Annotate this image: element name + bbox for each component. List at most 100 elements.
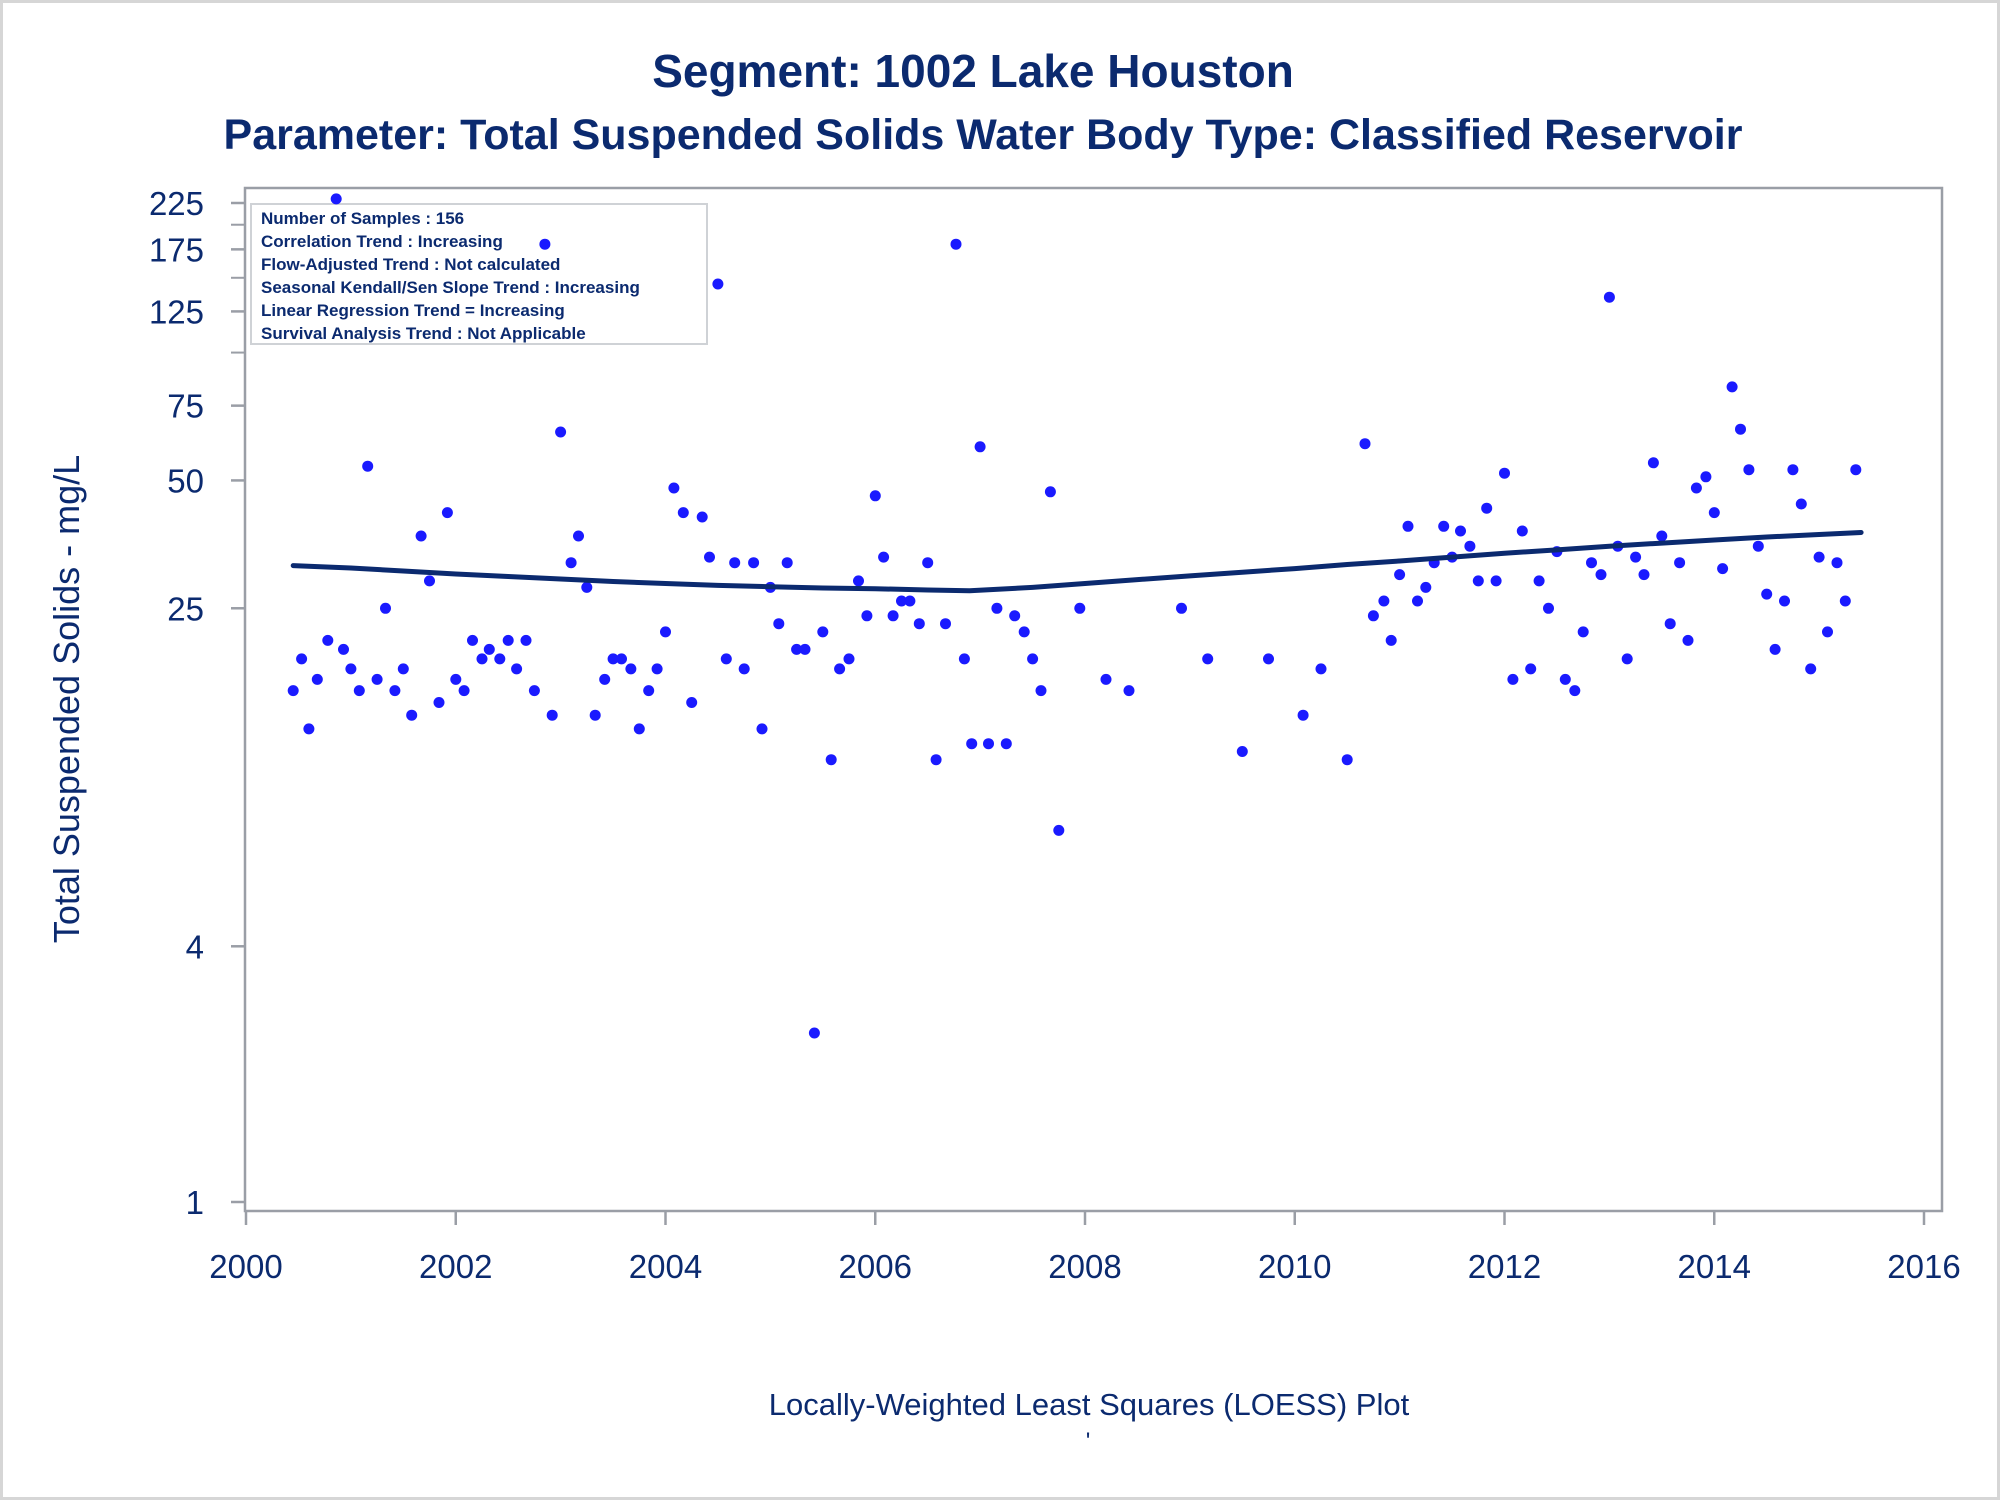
data-point bbox=[1385, 634, 1397, 646]
data-point bbox=[773, 618, 785, 630]
data-point bbox=[958, 653, 970, 665]
data-point bbox=[1743, 464, 1755, 476]
data-point bbox=[696, 511, 708, 523]
x-tick-label: 2008 bbox=[1048, 1248, 1121, 1285]
data-point bbox=[1202, 653, 1214, 665]
x-axis: 2000 2002 2004 2006 2008 2010 2012 2014 2016 bbox=[209, 1211, 1961, 1285]
data-point bbox=[1813, 551, 1825, 563]
data-point bbox=[1053, 824, 1065, 836]
chart-title: Segment: 1002 Lake Houston bbox=[652, 45, 1294, 97]
data-point bbox=[1507, 673, 1519, 685]
data-point bbox=[1481, 502, 1493, 514]
data-point bbox=[720, 653, 732, 665]
data-point bbox=[1603, 291, 1615, 303]
data-point bbox=[406, 709, 418, 721]
data-point bbox=[843, 653, 855, 665]
data-point bbox=[1438, 520, 1450, 532]
data-point bbox=[511, 663, 523, 675]
data-point bbox=[1577, 626, 1589, 638]
data-point bbox=[668, 482, 680, 494]
data-point bbox=[1690, 482, 1702, 494]
data-point bbox=[555, 426, 567, 438]
data-point bbox=[1455, 525, 1466, 537]
data-point bbox=[712, 278, 724, 290]
data-point bbox=[817, 626, 829, 638]
y-tick-label: 25 bbox=[167, 590, 204, 627]
data-point bbox=[303, 723, 315, 735]
data-point bbox=[1779, 595, 1790, 607]
data-point bbox=[1674, 557, 1686, 569]
data-point bbox=[1595, 569, 1607, 581]
data-point bbox=[483, 643, 495, 655]
data-point bbox=[677, 507, 689, 519]
data-point bbox=[546, 709, 558, 721]
data-point bbox=[1621, 653, 1633, 665]
data-point bbox=[494, 653, 506, 665]
data-point bbox=[1708, 507, 1720, 519]
data-point bbox=[380, 602, 391, 614]
data-point bbox=[660, 626, 671, 638]
data-point bbox=[1761, 588, 1773, 600]
data-point bbox=[528, 685, 540, 697]
data-point bbox=[748, 557, 760, 569]
y-tick-label: 125 bbox=[149, 293, 204, 330]
stats-line-samples: Number of Samples : 156 bbox=[261, 209, 464, 228]
data-point bbox=[1420, 581, 1432, 593]
data-point bbox=[1586, 557, 1597, 569]
data-point bbox=[651, 663, 663, 675]
data-point bbox=[362, 460, 374, 472]
scatter-points bbox=[287, 193, 1862, 1039]
stats-line-flow-adjusted: Flow-Adjusted Trend : Not calculated bbox=[261, 255, 560, 274]
data-point bbox=[1394, 569, 1406, 581]
data-point bbox=[371, 673, 383, 685]
data-point bbox=[1569, 685, 1581, 697]
data-point bbox=[1297, 709, 1309, 721]
data-point bbox=[904, 595, 916, 607]
data-point bbox=[1412, 595, 1423, 607]
data-point bbox=[738, 663, 750, 675]
data-point bbox=[1717, 563, 1729, 575]
data-point bbox=[599, 673, 611, 685]
x-tick-label: 2016 bbox=[1887, 1248, 1960, 1285]
stats-box: Number of Samples : 156 Correlation Tren… bbox=[250, 203, 708, 345]
data-point bbox=[1100, 673, 1112, 685]
y-tick-label: 50 bbox=[167, 462, 204, 499]
data-point bbox=[1315, 663, 1327, 675]
data-point bbox=[424, 575, 435, 587]
data-point bbox=[1378, 595, 1390, 607]
data-point bbox=[633, 723, 645, 735]
data-point bbox=[756, 723, 768, 735]
data-point bbox=[1464, 540, 1476, 552]
data-point bbox=[520, 634, 532, 646]
data-point bbox=[1035, 685, 1047, 697]
data-point bbox=[450, 673, 462, 685]
y-tick-label: 175 bbox=[149, 231, 204, 268]
data-point bbox=[729, 557, 741, 569]
data-point bbox=[1638, 569, 1650, 581]
data-point bbox=[441, 507, 453, 519]
data-point bbox=[1018, 626, 1030, 638]
data-point bbox=[1000, 738, 1012, 750]
data-point bbox=[1795, 498, 1807, 510]
data-point bbox=[389, 685, 401, 697]
data-point bbox=[1839, 595, 1851, 607]
data-point bbox=[913, 618, 925, 630]
data-point bbox=[991, 602, 1003, 614]
plot-area-border bbox=[243, 186, 1944, 1213]
data-point bbox=[966, 738, 978, 750]
data-point bbox=[1367, 610, 1379, 622]
loess-line bbox=[290, 530, 1864, 594]
data-point bbox=[853, 575, 864, 587]
data-point bbox=[781, 557, 793, 569]
data-point bbox=[1402, 520, 1414, 532]
data-point bbox=[607, 653, 619, 665]
data-point bbox=[834, 663, 846, 675]
data-point bbox=[861, 610, 873, 622]
data-point bbox=[415, 530, 427, 542]
data-point bbox=[287, 685, 299, 697]
data-point bbox=[1682, 634, 1694, 646]
stats-box-border bbox=[250, 203, 708, 345]
x-tick-label: 2000 bbox=[209, 1248, 282, 1285]
data-point bbox=[1752, 540, 1764, 552]
